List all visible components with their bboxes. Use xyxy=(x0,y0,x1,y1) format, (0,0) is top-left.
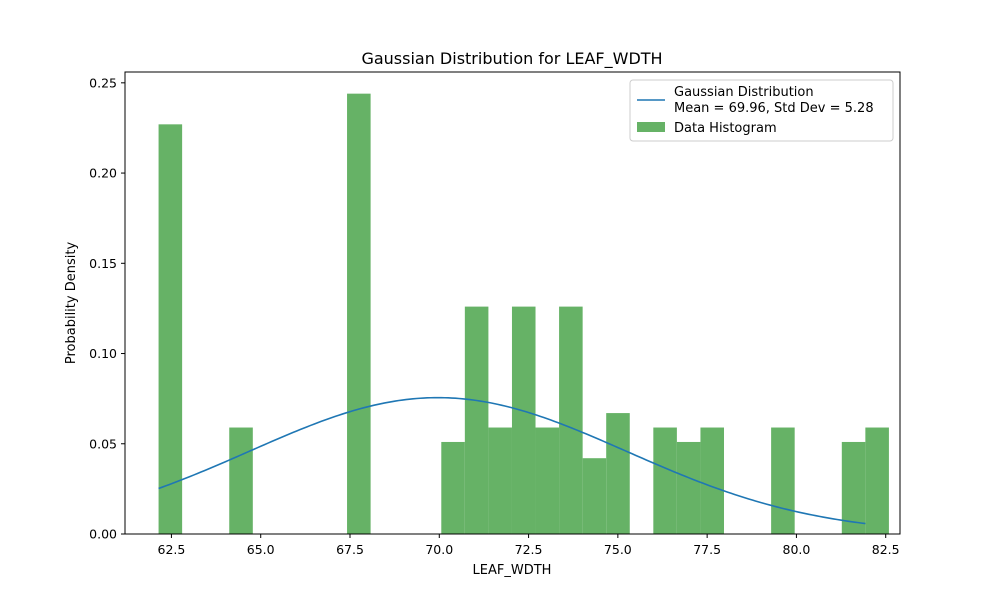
y-axis-label: Probability Density xyxy=(64,242,79,365)
histogram-bar xyxy=(865,427,889,534)
legend-histogram-label: Data Histogram xyxy=(674,121,777,136)
x-tick-label: 82.5 xyxy=(872,542,900,557)
histogram-bar xyxy=(582,458,607,534)
histogram-bars xyxy=(158,93,889,534)
histogram-bar xyxy=(511,306,536,534)
x-tick-label: 70.0 xyxy=(425,542,453,557)
x-tick-label: 77.5 xyxy=(693,542,721,557)
histogram-bar xyxy=(700,427,724,534)
histogram-bar xyxy=(464,306,489,534)
plot-frame xyxy=(124,71,901,535)
histogram-bar xyxy=(653,427,677,534)
y-tick-label: 0.05 xyxy=(89,436,117,451)
legend-histogram-swatch xyxy=(637,122,665,132)
y-tick-label: 0.10 xyxy=(89,346,117,361)
histogram-bar xyxy=(441,441,465,534)
y-axis-ticks: 0.00 0.05 0.10 0.15 0.20 0.25 xyxy=(89,75,125,542)
legend: Gaussian Distribution Mean = 69.96, Std D… xyxy=(629,79,894,142)
x-tick-label: 75.0 xyxy=(604,542,632,557)
histogram-bar xyxy=(559,306,583,534)
y-tick-label: 0.00 xyxy=(89,527,117,542)
x-tick-label: 65.0 xyxy=(247,542,275,557)
histogram-bar xyxy=(488,427,512,534)
x-tick-label: 62.5 xyxy=(158,542,186,557)
gaussian-curve xyxy=(158,396,866,525)
y-tick-label: 0.15 xyxy=(89,256,117,271)
histogram-bar xyxy=(347,93,371,534)
histogram-bar xyxy=(676,441,701,534)
x-tick-label: 80.0 xyxy=(783,542,811,557)
x-axis-label: LEAF_WDTH xyxy=(473,563,552,578)
histogram-bar xyxy=(535,427,560,534)
legend-box xyxy=(629,79,894,142)
histogram-bar xyxy=(841,441,866,534)
histogram-bar xyxy=(606,413,630,534)
y-tick-label: 0.20 xyxy=(89,166,117,181)
legend-curve-label-line: Gaussian Distribution xyxy=(674,85,814,100)
chart-title: Gaussian Distribution for LEAF_WDTH xyxy=(361,49,662,69)
legend-curve-label: Gaussian Distribution Mean = 69.96, Std D… xyxy=(674,85,874,116)
histogram-bar xyxy=(158,124,183,534)
legend-curve-label-line: Mean = 69.96, Std Dev = 5.28 xyxy=(674,101,874,116)
x-tick-label: 72.5 xyxy=(515,542,543,557)
y-tick-label: 0.25 xyxy=(89,75,117,90)
histogram-bar xyxy=(229,427,253,534)
x-axis-ticks: 62.5 65.0 67.5 70.0 72.5 75.0 77.5 80.0 82.5 xyxy=(158,534,900,557)
x-tick-label: 67.5 xyxy=(336,542,364,557)
histogram-bar xyxy=(771,427,795,534)
